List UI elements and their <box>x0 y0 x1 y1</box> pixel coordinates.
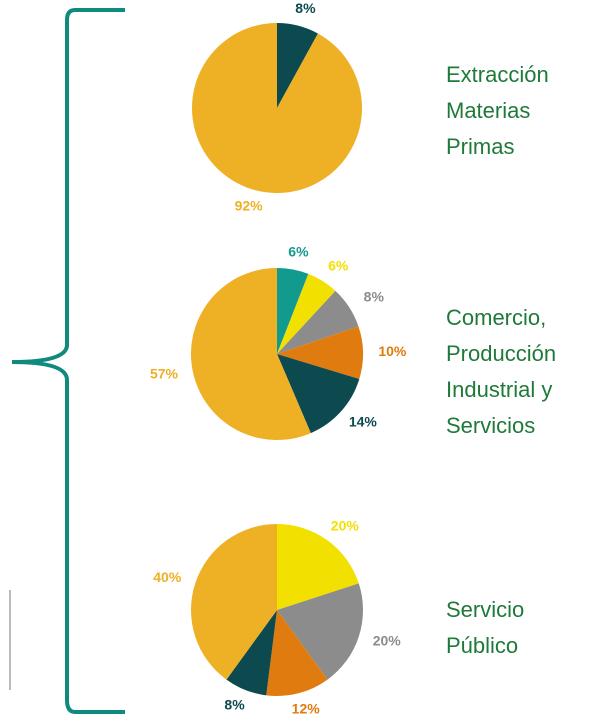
data-label: 20% <box>373 633 402 649</box>
data-label: 6% <box>288 243 309 259</box>
data-label: 8% <box>224 696 245 712</box>
data-label: 12% <box>292 700 321 716</box>
pie-slice <box>191 268 311 440</box>
data-label: 8% <box>364 289 385 305</box>
pie-slice <box>277 290 359 354</box>
pie-slice <box>191 524 277 680</box>
pie-slice <box>277 268 309 354</box>
data-label: 10% <box>378 343 407 359</box>
pie-slice <box>277 326 363 380</box>
pie-slice <box>277 583 363 680</box>
pie-slice <box>266 610 328 696</box>
pie-slice <box>277 524 359 610</box>
data-label: 14% <box>349 413 378 429</box>
pie-slice <box>191 23 363 193</box>
data-label: 57% <box>150 365 179 381</box>
pie-title: Extracción Materias Primas <box>446 62 549 159</box>
pie-title: Servicio Público <box>446 597 525 658</box>
data-label: 8% <box>295 0 316 16</box>
bracket <box>11 8 125 714</box>
pie-slice <box>277 273 336 354</box>
pie-slice <box>277 23 318 108</box>
data-label: 92% <box>235 197 264 213</box>
data-label: 20% <box>331 517 360 533</box>
data-label: 40% <box>153 569 182 585</box>
pie-slice <box>226 610 277 696</box>
pie-slice <box>277 354 360 434</box>
pie-title: Comercio, Producción Industrial y Servic… <box>446 305 557 438</box>
data-label: 6% <box>328 257 349 273</box>
